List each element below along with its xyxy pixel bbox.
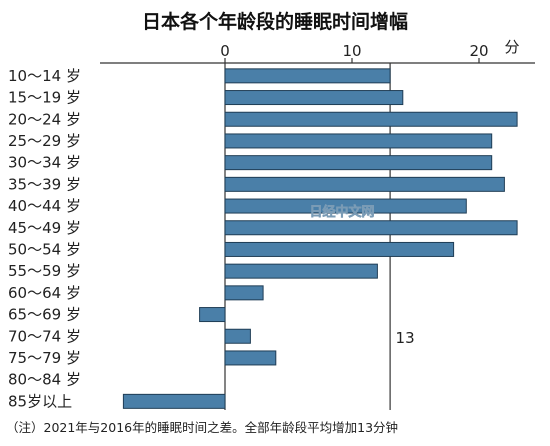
bar xyxy=(224,263,378,279)
category-label: 15～19 岁 xyxy=(8,89,81,107)
bars xyxy=(122,68,518,409)
x-tick-label: 20 xyxy=(469,42,488,60)
footnote: （注）2021年与2016年的睡眠时间之差。全部年龄段平均增加13分钟 xyxy=(6,420,398,435)
unit-label: 分 xyxy=(504,38,519,56)
x-axis: 0 10 20 xyxy=(220,42,489,63)
x-tick-label: 10 xyxy=(342,42,361,60)
bar xyxy=(224,350,277,366)
bar xyxy=(224,328,251,344)
watermark: 日经中文网 xyxy=(309,204,374,220)
category-label: 85岁以上 xyxy=(8,392,72,410)
bar xyxy=(199,307,226,323)
category-label: 80～84 岁 xyxy=(8,371,81,389)
category-label: 45～49 岁 xyxy=(8,219,81,237)
x-tick-label: 0 xyxy=(220,42,230,60)
bar xyxy=(224,220,518,236)
category-label: 20～24 岁 xyxy=(8,110,81,128)
bar xyxy=(224,133,493,149)
bar xyxy=(224,241,455,257)
category-label: 75～79 岁 xyxy=(8,349,81,367)
average-line-label: 13 xyxy=(396,329,415,347)
category-label: 25～29 岁 xyxy=(8,132,81,150)
bar xyxy=(122,393,226,409)
category-label: 50～54 岁 xyxy=(8,240,81,258)
bar xyxy=(224,285,264,301)
category-labels: 10～14 岁 15～19 岁 20～24 岁 25～29 岁 30～34 岁 35～39… xyxy=(8,67,81,411)
category-label: 35～39 岁 xyxy=(8,175,81,193)
category-label: 30～34 岁 xyxy=(8,154,81,172)
bar xyxy=(224,198,467,214)
category-label: 60～64 岁 xyxy=(8,284,81,302)
category-label: 70～74 岁 xyxy=(8,327,81,345)
category-label: 40～44 岁 xyxy=(8,197,81,215)
chart-title: 日本各个年龄段的睡眠时间增幅 xyxy=(142,10,408,33)
category-label: 55～59 岁 xyxy=(8,262,81,280)
bar xyxy=(224,68,391,84)
category-label: 65～69 岁 xyxy=(8,306,81,324)
category-label: 10～14 岁 xyxy=(8,67,81,85)
bar xyxy=(224,176,505,192)
bar xyxy=(224,90,404,106)
bar xyxy=(224,111,518,127)
bar xyxy=(224,155,493,171)
